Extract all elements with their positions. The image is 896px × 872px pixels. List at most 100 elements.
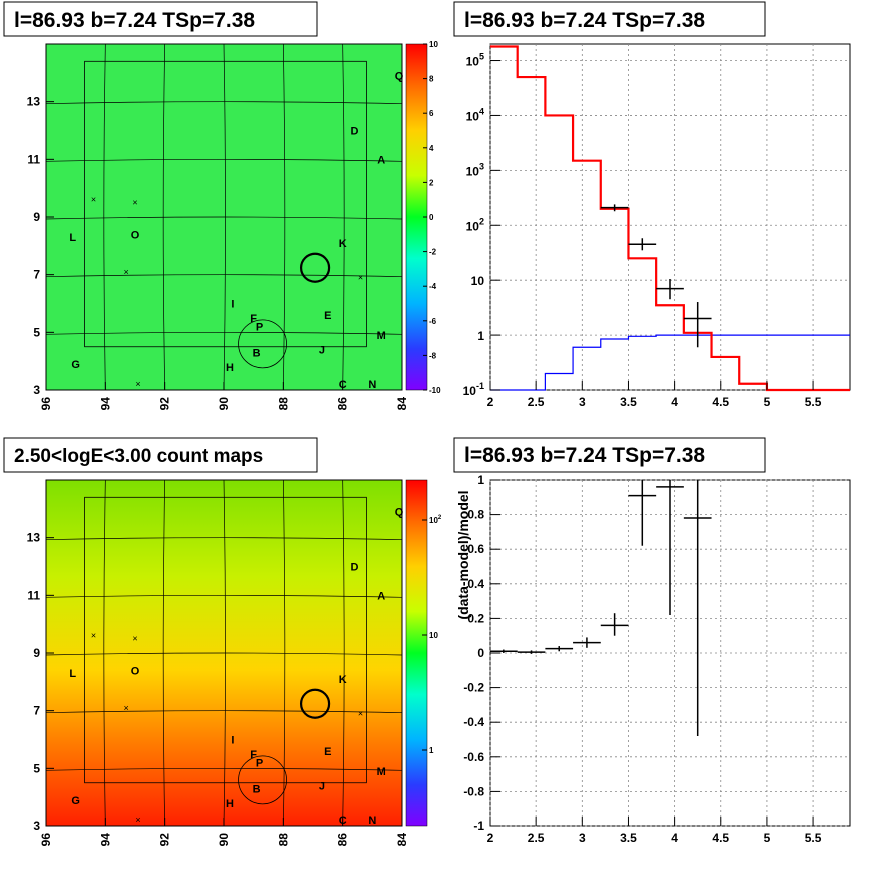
source-x-marker: × [135,815,140,825]
tick-exponent: 2 [438,515,442,521]
colorbar-tick-label: -4 [429,282,437,291]
panel-title: 2.50<logE<3.00 count maps [14,446,263,467]
title-box [453,437,766,473]
y-tick-label: -0.6 [463,750,484,764]
source-label-m: M [377,766,386,778]
source-label-b: B [253,784,261,796]
latitude-grid-line [45,710,403,714]
source-label-j: J [319,781,325,793]
latitude-grid-line [45,767,403,771]
latitude-grid-line [45,331,403,335]
y-tick-label: 10 [471,274,485,288]
residual-map-panel: l=86.93 b=7.24 TSp=7.38 × × × × × Q D A K L O I FP E M… [3,1,441,411]
x-tick-label: 90 [217,397,231,411]
source-label-o: O [131,665,140,677]
y-tick-label: 104 [466,106,484,123]
source-label-d: D [351,126,359,138]
x-tick-label: 92 [158,833,172,847]
x-tick-label: 4.5 [712,831,729,845]
y-tick-label: 0.2 [467,611,484,625]
y-tick-label: 7 [33,268,40,282]
source-label-g: G [71,795,80,807]
x-tick-label: 94 [98,397,112,411]
source-label-p: P [256,322,263,334]
source-label-n: N [368,815,376,827]
map-axes: 96 94 92 90 88 86 84 3 5 7 9 11 13 [27,43,409,411]
source-x-marker: × [358,709,363,719]
source-x-marker: × [358,273,363,283]
latitude-grid-line [45,594,403,598]
y-tick-label: 7 [33,704,40,718]
x-tick-label: 3.5 [620,395,637,409]
tick-exponent: 2 [479,216,484,226]
source-x-marker: × [132,634,137,644]
title-box [3,1,318,37]
y-tick-label: 10-1 [463,381,484,398]
colorbar-tick-label: 10 [429,40,438,49]
source-label-i: I [231,299,234,311]
x-tick-label: 94 [98,833,112,847]
longitude-grid-line [103,479,106,827]
y-tick-label: 13 [27,95,41,109]
latitude-grid-line [45,652,403,656]
y-tick-label: 103 [466,161,484,178]
x-tick-label: 5.5 [805,831,822,845]
y-tick-label: -0.4 [463,715,484,729]
x-tick-label: 84 [395,397,409,411]
x-tick-label: 2.5 [528,395,545,409]
source-label-l: L [69,232,76,244]
x-tick-label: 86 [336,397,350,411]
source-label-o: O [131,229,140,241]
source-label-g: G [71,359,80,371]
source-label-e: E [324,310,331,322]
y-tick-label: 0.6 [467,542,484,556]
source-label-q: Q [395,507,404,519]
x-tick-label: 86 [336,833,350,847]
y-tick-label: 9 [33,646,40,660]
colorbar-tick-label: -8 [429,351,437,360]
x-tick-label: 3 [579,395,586,409]
spectrum-panel: l=86.93 b=7.24 TSp=7.38 2 2.5 3 3.5 4 4.5 5 5.5… [453,1,851,409]
latitude-grid-line [45,537,403,541]
source-label-l: L [69,668,76,680]
y-tick-label: 1 [477,473,484,487]
x-tick-label: 88 [276,833,290,847]
title-box [3,437,318,473]
source-label-f: F [250,313,257,325]
colorbar-tick-label: 1 [429,746,434,755]
colorbar-ticks: 102 10 1 [422,515,442,755]
x-tick-label: 4 [671,831,678,845]
latitude-grid-line [45,158,403,162]
y-tick-label: 1 [477,329,484,343]
colorbar-tick-label: 10 [429,631,438,640]
y-tick-label: 5 [33,325,40,339]
y-tick-label: 5 [33,761,40,775]
target-circle [299,252,331,283]
panel-title: l=86.93 b=7.24 TSp=7.38 [14,9,255,32]
residual-ratio-panel: l=86.93 b=7.24 TSp=7.38 2 2.5 3 3.5 4 4.5 5 5.5… [453,437,851,845]
latitude-grid-line [45,274,403,278]
x-tick-label: 5 [764,831,771,845]
colorbar-ticks: 10 8 6 4 2 0 -2 -4 -6 -8 -10 [423,40,441,395]
y-tick-label: -0.8 [463,784,484,798]
panel-title: l=86.93 b=7.24 TSp=7.38 [464,9,705,32]
colorbar [405,479,428,827]
colorbar-tick-label: -2 [429,248,437,257]
y-tick-label: -0.2 [463,681,484,695]
tick-exponent: 4 [479,106,484,116]
grid [489,479,850,827]
panel-title: l=86.93 b=7.24 TSp=7.38 [464,444,705,467]
y-tick-label: 13 [27,531,41,545]
series [490,45,850,392]
map-overlay: ×××××QDAKLOIFPEMJBHGCN [45,43,404,391]
tick-exponent: 3 [479,161,484,171]
y-tick-label: 3 [33,383,40,397]
source-label-b: B [253,348,261,360]
source-label-h: H [226,362,234,374]
x-tick-label: 5 [764,395,771,409]
title-box [453,1,766,37]
source-label-i: I [231,735,234,747]
colorbar-tick-label: -10 [429,386,441,395]
map-axes: 96 94 92 90 88 86 84 3 5 7 9 11 13 [27,479,409,847]
